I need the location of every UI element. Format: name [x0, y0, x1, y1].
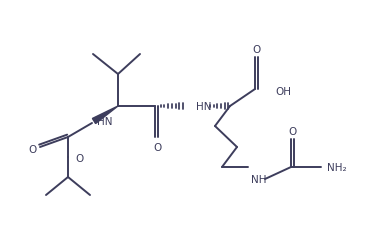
Polygon shape [92, 106, 118, 124]
Text: O: O [154, 142, 162, 152]
Text: NH₂: NH₂ [327, 162, 347, 172]
Text: OH: OH [275, 87, 291, 97]
Text: O: O [75, 153, 83, 163]
Text: NH: NH [251, 174, 266, 184]
Text: O: O [289, 126, 297, 136]
Text: HN: HN [97, 117, 113, 126]
Text: O: O [253, 45, 261, 55]
Text: O: O [28, 144, 36, 154]
Text: HN: HN [196, 101, 212, 112]
